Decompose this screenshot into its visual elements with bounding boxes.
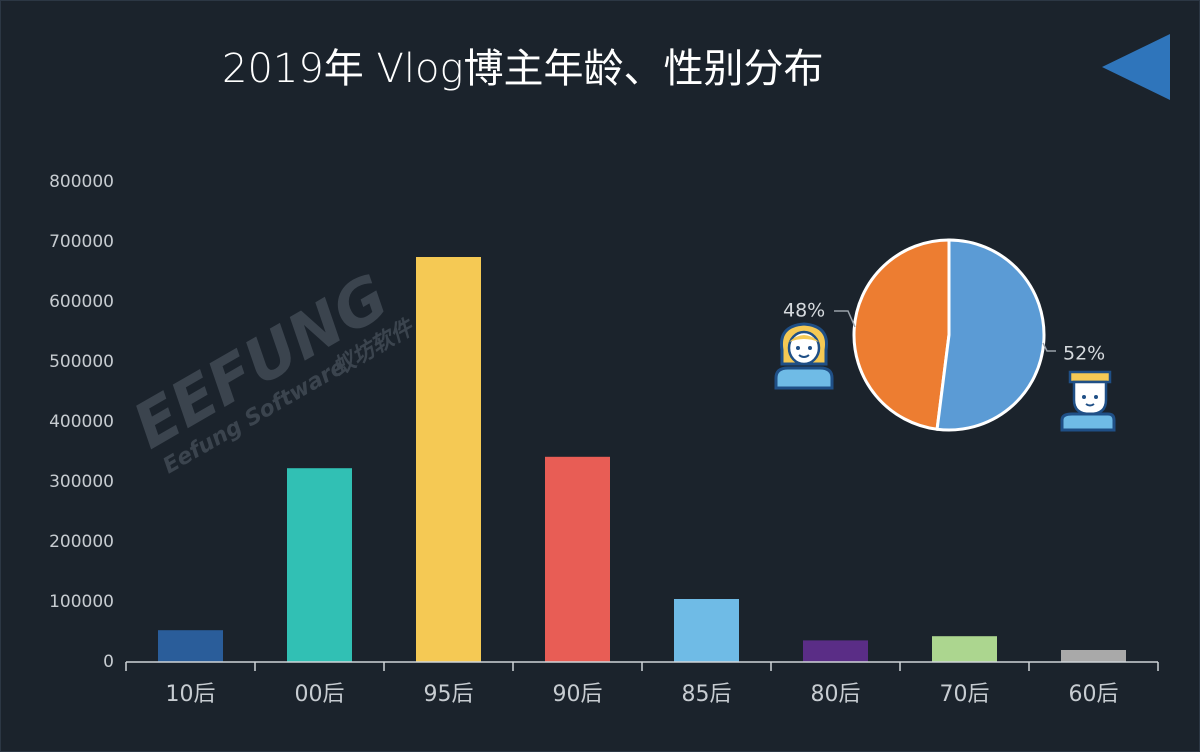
x-category-label: 80后	[811, 682, 861, 707]
y-tick-label: 300000	[49, 472, 114, 492]
y-tick-label: 0	[103, 652, 114, 672]
bar-85后[interactable]	[674, 599, 739, 662]
watermark: EEFUNG Eefung Software 蚁坊软件	[121, 260, 420, 480]
bar-chart: 0 100000 200000 300000 400000 500000 600000 700…	[49, 172, 1159, 707]
x-axis-ticks	[125, 662, 1159, 671]
page-title: 2019年 Vlog博主年龄、性别分布	[222, 46, 824, 92]
y-tick-label: 600000	[49, 292, 114, 312]
bar-00后[interactable]	[287, 468, 352, 662]
pie-leader-male	[1042, 342, 1056, 352]
x-category-label: 60后	[1069, 682, 1119, 707]
male-avatar-icon	[1060, 370, 1116, 432]
x-category-label: 10后	[166, 682, 216, 707]
bar-90后[interactable]	[545, 456, 610, 662]
y-tick-label: 100000	[49, 592, 114, 612]
y-tick-label: 200000	[49, 532, 114, 552]
y-axis-ticks: 0 100000 200000 300000 400000 500000 600000 700…	[49, 172, 114, 672]
y-tick-label: 700000	[49, 232, 114, 252]
bar-60后[interactable]	[1061, 650, 1126, 662]
back-arrow-icon[interactable]	[1100, 32, 1172, 102]
x-category-label: 95后	[424, 682, 474, 707]
pie-slice-48%[interactable]	[852, 238, 951, 431]
pie-label-male: 52%	[1063, 343, 1105, 365]
pie-slices	[852, 238, 1046, 432]
x-axis-labels: 10后 00后 95后 90后 85后 80后 70后 60后	[166, 682, 1119, 707]
y-tick-label: 400000	[49, 412, 114, 432]
bar-80后[interactable]	[803, 640, 868, 662]
y-tick-label: 500000	[49, 352, 114, 372]
pie-leader-female	[834, 310, 856, 328]
pie-slice-52%[interactable]	[935, 238, 1046, 432]
x-category-label: 85后	[682, 682, 732, 707]
x-category-label: 70后	[940, 682, 990, 707]
female-avatar-icon	[774, 322, 834, 390]
bar-95后[interactable]	[416, 257, 481, 662]
bar-70后[interactable]	[932, 636, 997, 662]
x-category-label: 90后	[553, 682, 603, 707]
x-category-label: 00后	[295, 682, 345, 707]
bars	[158, 257, 1126, 662]
pie-label-female: 48%	[783, 300, 825, 322]
pie-chart: 48% 52%	[783, 238, 1105, 432]
bar-10后[interactable]	[158, 630, 223, 662]
y-tick-label: 800000	[49, 172, 114, 192]
